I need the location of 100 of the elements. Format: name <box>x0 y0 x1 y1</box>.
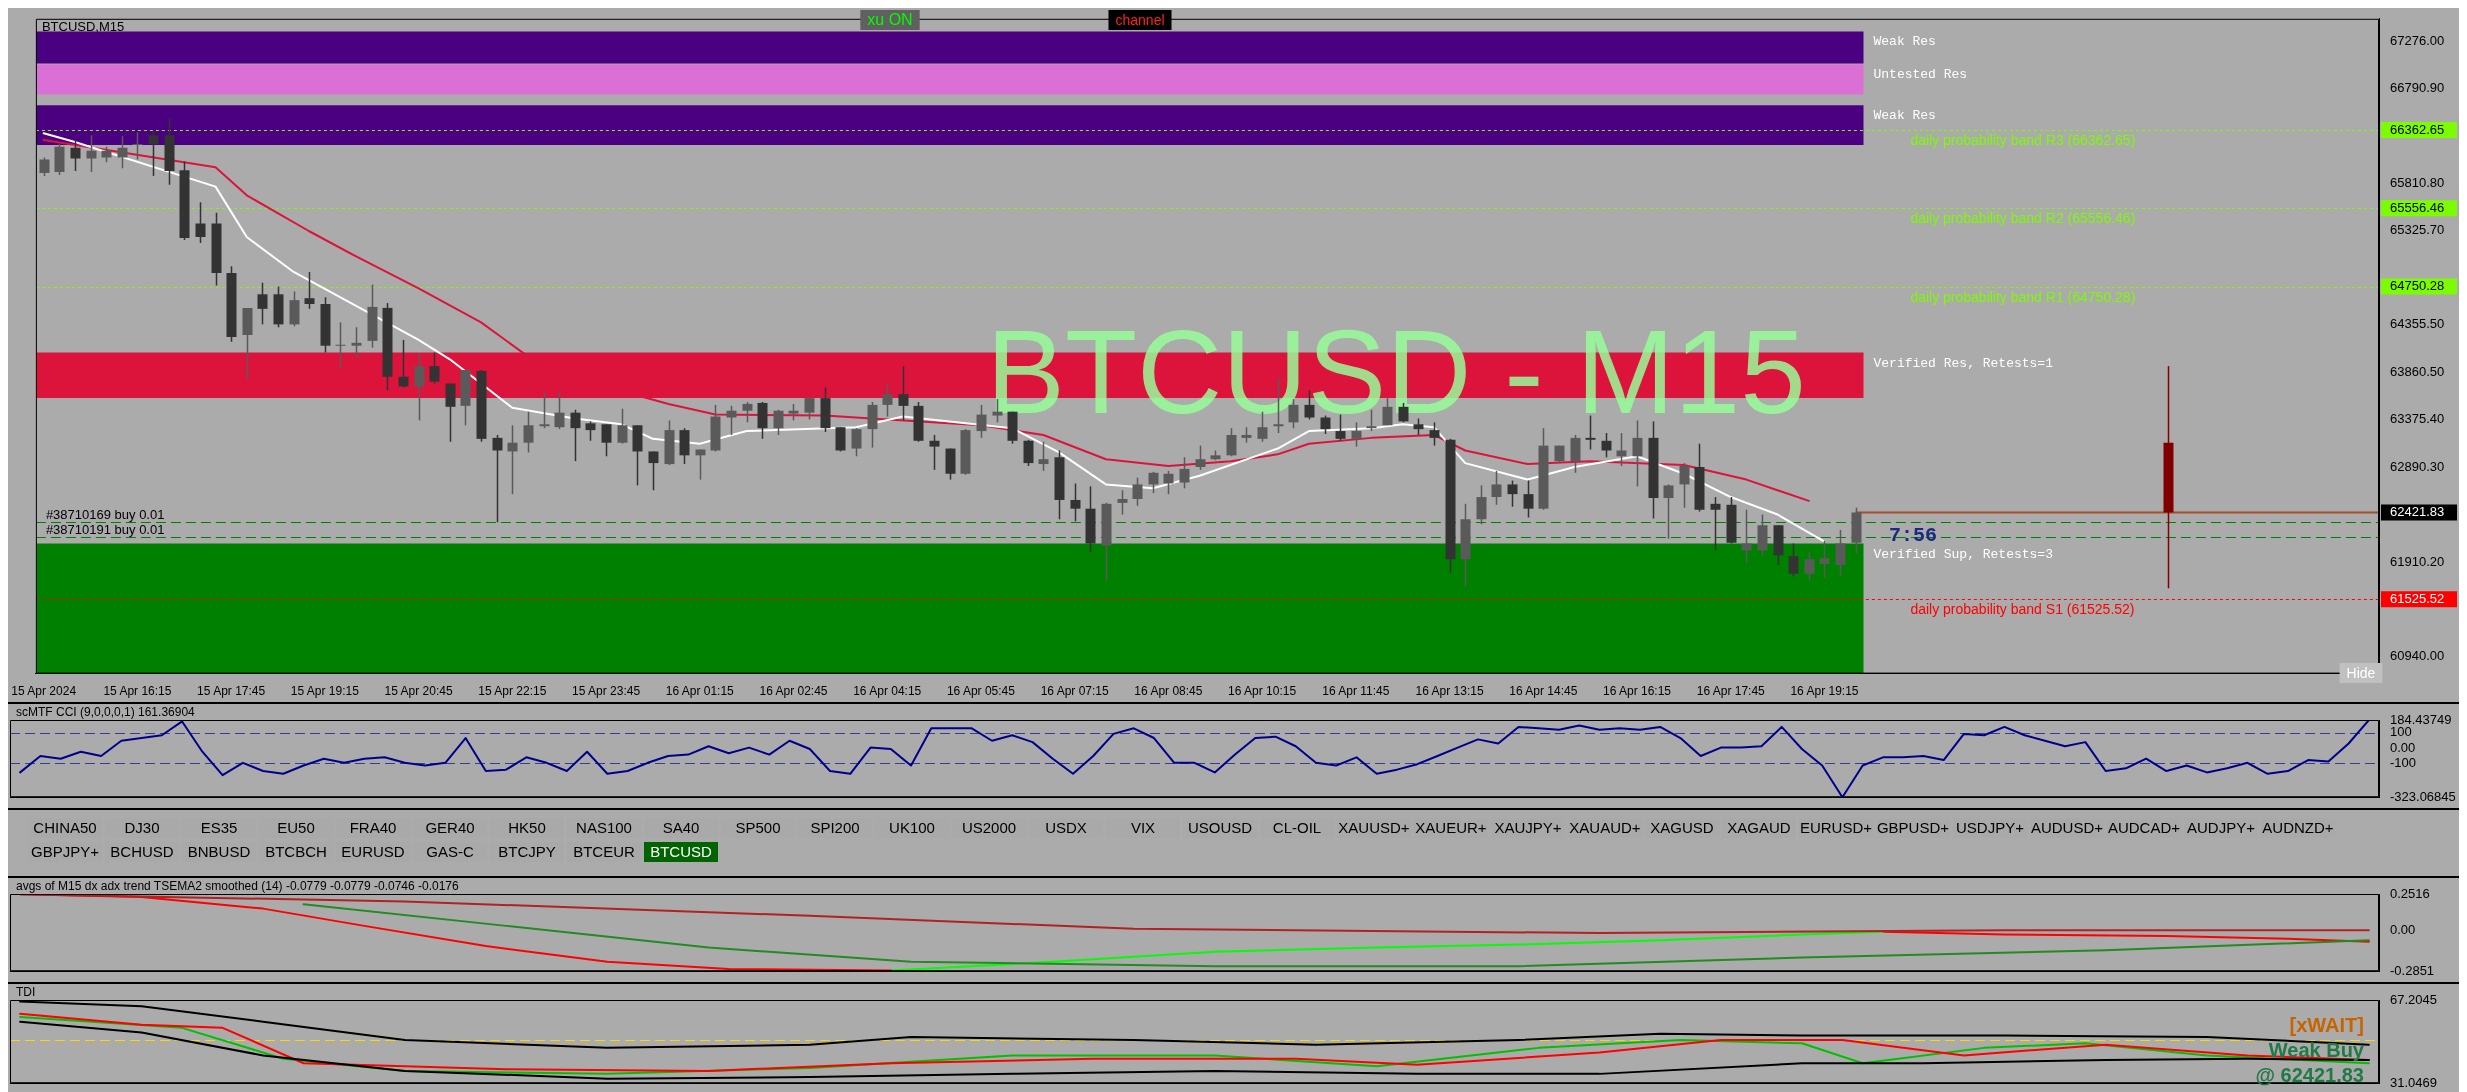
band-label: Verified Res, Retests=1 <box>1873 355 2054 371</box>
candlestick <box>617 408 628 445</box>
chart-title: avgs of M15 dx adx trend TSEMA2 smoothed (14) -0.0779 -0.0779 -0.0746 -0.0176 <box>16 879 460 893</box>
candlestick <box>1070 482 1081 523</box>
annotation: Weak Buy <box>2268 1039 2365 1061</box>
y-tick-label: 63860.50 <box>2390 364 2445 380</box>
annotation: Hide <box>2346 665 2376 681</box>
candlestick <box>539 391 550 429</box>
x-tick-label: 16 Apr 07:15 <box>1040 684 1110 699</box>
y-tick-label: -323.06845 <box>2390 788 2456 804</box>
candlestick <box>39 156 50 177</box>
y-tick-label: 62890.30 <box>2390 458 2445 474</box>
y-tick-label: 67276.00 <box>2390 33 2445 49</box>
band-label: Weak Res <box>1873 108 1936 124</box>
candlestick <box>742 401 753 424</box>
candlestick <box>414 352 425 422</box>
candlestick <box>1601 432 1612 459</box>
x-tick-label: 16 Apr 08:45 <box>1134 684 1203 699</box>
candlestick <box>1179 456 1190 490</box>
candlestick <box>507 424 518 495</box>
candlestick <box>1523 479 1534 519</box>
candlestick <box>445 382 456 443</box>
candlestick <box>351 326 362 359</box>
candlestick <box>1835 529 1846 578</box>
y-tick-label: 64355.50 <box>2390 316 2445 332</box>
x-tick-label: 16 Apr 10:15 <box>1228 684 1297 699</box>
y-tick-label: 0.2516 <box>2390 885 2430 901</box>
candlestick <box>1507 479 1518 508</box>
candlestick <box>1148 471 1159 494</box>
y-tick-label: 31.0469 <box>2390 1074 2437 1090</box>
candlestick <box>1132 476 1143 507</box>
ref-line-label: daily probability band R3 (66362.65) <box>1910 132 2136 149</box>
candlestick <box>1819 539 1830 579</box>
candlestick <box>1491 470 1502 506</box>
chart-title: TDI <box>16 985 36 999</box>
y-tick-label: 65325.70 <box>2390 222 2445 238</box>
annotation: [xWAIT] <box>2289 1014 2364 1036</box>
band-label: Weak Res <box>1873 34 1936 50</box>
y-tick-label: 66790.90 <box>2390 80 2445 96</box>
y-tick-label: 60940.00 <box>2390 647 2445 663</box>
ref-line-label: #38710169 buy 0.01 <box>45 507 165 523</box>
candlestick <box>1663 483 1674 540</box>
annotation: @ 62421.83 <box>2255 1064 2364 1086</box>
candlestick <box>86 134 97 173</box>
candlestick <box>1570 434 1581 474</box>
candlestick <box>1195 444 1206 471</box>
candlestick <box>117 135 128 169</box>
candlestick <box>851 427 862 458</box>
x-tick-label: 16 Apr 01:15 <box>665 684 735 699</box>
x-tick-label: 16 Apr 05:45 <box>946 684 1016 699</box>
y-tick-label: 100 <box>2390 724 2412 740</box>
candlestick <box>1710 496 1721 552</box>
x-tick-label: 15 Apr 16:15 <box>103 684 172 699</box>
candlestick <box>304 271 315 310</box>
y-tick-label: -100 <box>2390 754 2417 770</box>
candlestick <box>195 201 206 244</box>
y-tick-label: 61910.20 <box>2390 553 2445 569</box>
candlestick <box>648 450 659 492</box>
x-tick-label: 16 Apr 16:15 <box>1602 684 1672 699</box>
candlestick <box>1616 432 1627 467</box>
ref-line-label: daily probability band R2 (65556.46) <box>1910 210 2136 227</box>
x-tick-label: 15 Apr 2024 <box>11 684 77 699</box>
chart-title: BTCUSD,M15 <box>41 18 125 34</box>
y-tick-label: 184.43749 <box>2390 711 2452 727</box>
candlestick <box>773 408 784 436</box>
candlestick <box>1804 551 1815 582</box>
y-tick-label: 64750.28 <box>2390 278 2445 294</box>
candlestick <box>1632 419 1643 488</box>
candlestick <box>726 405 737 436</box>
candlestick <box>1038 441 1049 472</box>
candlestick <box>554 391 565 430</box>
annotation: channel <box>1115 12 1165 28</box>
candlestick <box>835 426 846 453</box>
x-tick-label: 16 Apr 14:45 <box>1509 684 1578 699</box>
candlestick <box>1163 470 1174 495</box>
candlestick <box>429 351 440 385</box>
y-tick-label: -0.2851 <box>2390 962 2435 978</box>
annotation: xu ON <box>867 11 913 28</box>
candlestick <box>585 420 596 442</box>
band-label: Verified Sup, Retests=3 <box>1873 546 2053 562</box>
candlestick <box>398 339 409 389</box>
y-tick-label: 61525.52 <box>2390 590 2445 606</box>
x-tick-label: 15 Apr 22:15 <box>478 684 547 699</box>
x-tick-label: 15 Apr 20:45 <box>384 684 453 699</box>
candlestick <box>335 321 346 369</box>
candlestick <box>1788 542 1799 578</box>
candlestick <box>1679 462 1690 509</box>
candlestick <box>492 434 503 524</box>
y-tick-label: 0.00 <box>2390 921 2416 937</box>
candlestick <box>601 423 612 458</box>
y-tick-label: 66362.65 <box>2390 121 2445 137</box>
y-tick-label: 65810.80 <box>2390 175 2445 191</box>
y-tick-label: 63375.40 <box>2390 411 2445 427</box>
candlestick <box>1476 484 1487 525</box>
x-tick-label: 15 Apr 17:45 <box>197 684 266 699</box>
x-tick-label: 15 Apr 19:15 <box>290 684 360 699</box>
candlestick <box>804 396 815 421</box>
candlestick <box>257 281 268 326</box>
symbol-button: BTCUSD <box>644 842 718 862</box>
band-label: Untested Res <box>1873 67 1968 83</box>
